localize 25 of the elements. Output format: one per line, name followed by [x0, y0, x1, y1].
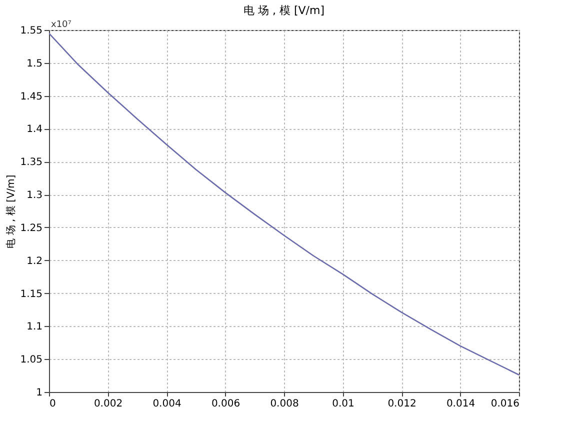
y-tick-label: 1.05: [20, 354, 42, 366]
chart-title: 电 场 , 模 [V/m]: [243, 4, 325, 17]
y-tick-label: 1.45: [20, 91, 42, 102]
y-tick-label: 1.2: [26, 256, 42, 267]
y-tick-label: 1.25: [20, 222, 42, 234]
y-tick-label: 1.1: [26, 322, 42, 333]
y-tick-label: 1.35: [20, 157, 42, 168]
x-tick-label: 0.004: [152, 398, 182, 410]
y-tick-label: 1: [36, 388, 42, 398]
y-axis-title: 电 场 , 模 [V/m]: [5, 174, 18, 248]
x-tick-label: 0.008: [270, 398, 299, 410]
x-tick-label: 0: [50, 398, 56, 410]
x-tick-label: 0.01: [332, 398, 354, 410]
x-tick-label: 0.002: [94, 398, 123, 410]
y-tick-label: 1.15: [20, 288, 42, 300]
y-tick-label: 1.55: [20, 26, 42, 36]
x-tick-label: 0.016: [490, 398, 520, 410]
x-tick-label: 0.012: [388, 398, 416, 410]
x-tick-label: 0.006: [211, 398, 240, 410]
x-tick-label: 0.014: [446, 398, 476, 410]
y-tick-label: 1.5: [26, 58, 42, 70]
line-series: [49, 32, 519, 376]
text: x10⁷: [51, 20, 72, 30]
y-tick-label: 1.3: [26, 190, 42, 202]
y-tick-label: 1.4: [26, 124, 42, 136]
